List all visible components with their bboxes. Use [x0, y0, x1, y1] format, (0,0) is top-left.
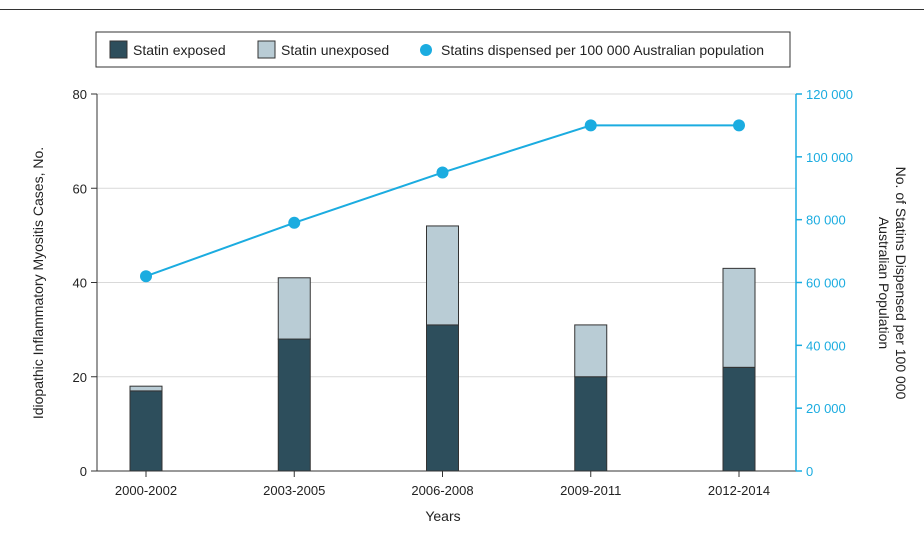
- y-tick-label: 40: [73, 276, 87, 291]
- bar-statin-exposed: [426, 324, 459, 472]
- x-tick-label: 2006-2008: [411, 483, 473, 498]
- right-axis-title-line2: Australian Population: [876, 217, 892, 349]
- bar-statin-unexposed: [277, 277, 311, 340]
- legend-label-exposed: Statin exposed: [133, 42, 226, 58]
- bar-statin-exposed: [129, 390, 163, 472]
- y-right-tick-label: 80 000: [806, 213, 846, 228]
- y-tick-label: 60: [73, 181, 87, 196]
- y-tick-label: 80: [73, 87, 87, 102]
- y-right-tick-label: 0: [806, 464, 813, 479]
- y-tick-label: 20: [73, 370, 87, 385]
- bar-statin-unexposed: [722, 267, 756, 368]
- x-axis-title: Years: [425, 508, 460, 524]
- ticks: 0 20 40 60 80 0 20 000 40 000 60 000 80 000 100 00…: [73, 87, 853, 498]
- bar-statin-unexposed: [129, 385, 163, 392]
- statins-dispensed-point: [436, 166, 449, 179]
- x-tick-label: 2000-2002: [115, 483, 177, 498]
- legend-marker-line: [420, 44, 432, 56]
- y-right-tick-label: 20 000: [806, 401, 846, 416]
- x-tick-label: 2012-2014: [708, 483, 770, 498]
- bars: [129, 225, 756, 472]
- right-axis-title-line1: No. of Statins Dispensed per 100 000: [893, 167, 909, 400]
- statins-dispensed-point: [733, 119, 745, 132]
- legend-label-unexposed: Statin unexposed: [281, 42, 389, 58]
- bar-statin-exposed: [722, 366, 756, 472]
- bar-statin-exposed: [574, 376, 608, 472]
- bar-statin-unexposed: [426, 225, 459, 326]
- legend: Statin exposed Statin unexposed Statins …: [95, 31, 791, 68]
- bar-statin-exposed: [277, 338, 311, 472]
- statins-dispensed-point: [288, 216, 301, 229]
- y-right-tick-label: 60 000: [806, 276, 846, 291]
- y-right-tick-label: 120 000: [806, 87, 853, 102]
- x-tick-label: 2003-2005: [263, 483, 325, 498]
- y-right-tick-label: 100 000: [806, 150, 853, 165]
- top-rule: [0, 9, 924, 10]
- legend-frame: [95, 31, 791, 68]
- line-series: [140, 119, 745, 283]
- statins-dispensed-point: [584, 119, 597, 132]
- y-right-tick-label: 40 000: [806, 338, 846, 353]
- y-tick-label: 0: [80, 464, 87, 479]
- statins-dispensed-point: [140, 270, 152, 283]
- x-tick-label: 2009-2011: [560, 483, 621, 498]
- legend-label-line: Statins dispensed per 100 000 Australian…: [441, 42, 764, 58]
- legend-swatch-unexposed: [257, 40, 276, 59]
- bar-statin-unexposed: [574, 324, 608, 378]
- legend-swatch-exposed: [109, 40, 128, 59]
- y-axis-title: Idiopathic Inflammatory Myositis Cases, …: [30, 147, 46, 419]
